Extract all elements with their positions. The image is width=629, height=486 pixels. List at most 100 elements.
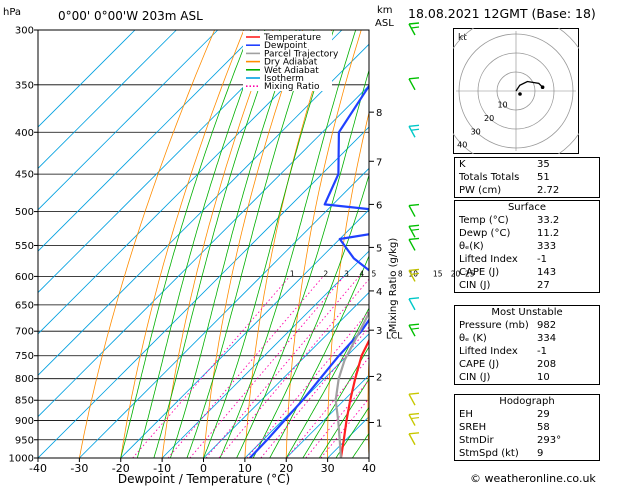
mixing-ratio-line <box>246 310 369 458</box>
most_unstable-row: Lifted Index -1 <box>455 345 600 358</box>
most-unstable-table: Most Unstable Pressure (mb) 982 θₑ (K) 334 L… <box>454 305 600 385</box>
mixing-ratio-tick-label: 20 <box>451 269 461 278</box>
pressure-tick-label: 950 <box>15 435 34 446</box>
isotherm <box>38 30 260 252</box>
temperature-tick-label: 40 <box>362 462 376 475</box>
temperature-tick-label: -40 <box>29 462 47 475</box>
surface-row-label: CIN (J) <box>459 280 491 291</box>
hodo_table-row-label: StmSpd (kt) <box>459 448 519 459</box>
pressure-tick-label: 700 <box>15 327 34 338</box>
hodograph-ring-label: 30 <box>471 127 481 136</box>
hodograph-kt-label: kt <box>458 33 467 43</box>
temperature-tick-label: 10 <box>238 462 252 475</box>
most_unstable-row-label: CIN (J) <box>459 372 491 383</box>
hodo_table-row-label: SREH <box>459 422 487 433</box>
legend-entry-label: Dewpoint <box>264 41 307 51</box>
mixing-ratio-tick-label: 5 <box>371 269 376 278</box>
surface-row: CIN (J) 27 <box>455 279 600 293</box>
wet-adiabat <box>120 30 252 458</box>
surface-row-value: 27 <box>537 280 550 291</box>
legend-entry-label: Dry Adiabat <box>264 58 318 68</box>
hodograph-table: Hodograph EH 29 SREH 58 StmDir 293° StmSpd (kt… <box>454 394 600 461</box>
km-tick-label: 3 <box>376 326 382 337</box>
hodograph-ring-label: 40 <box>457 141 467 150</box>
profiles <box>249 84 369 458</box>
wet-adiabat <box>170 30 297 458</box>
most_unstable-row-value: 982 <box>537 320 557 331</box>
mixing-ratio-labels: 1 2 3 4 5 8 10 15 20 25 <box>290 269 475 278</box>
hodograph-title: Hodograph <box>454 394 600 408</box>
mixing-ratio-line <box>167 276 324 458</box>
storm-motion-marker <box>518 92 522 96</box>
temperature-tick-label: -30 <box>70 462 88 475</box>
most_unstable-row-label: θₑ (K) <box>459 333 487 344</box>
wet-adiabat <box>136 30 266 458</box>
mixing-ratio-line <box>132 276 291 458</box>
legend-entry-label: Isotherm <box>264 74 304 84</box>
axes: 3003504004505005506006507007508008509009… <box>9 26 403 476</box>
wind-barb <box>408 432 420 446</box>
surface-row-label: Dewp (°C) <box>459 228 511 239</box>
pressure-tick-label: 350 <box>15 80 34 91</box>
surface-title: Surface <box>454 200 600 214</box>
wind-barb <box>408 203 420 217</box>
surface-row-value: 11.2 <box>537 228 560 239</box>
surface-row-value: 33.2 <box>537 215 560 226</box>
mixing-ratio-tick-label: 8 <box>398 269 403 278</box>
mixing-ratio-tick-label: 25 <box>465 269 475 278</box>
k-label: K <box>459 159 466 170</box>
mixing-ratio-tick-label: 2 <box>323 269 328 278</box>
pressure-tick-label: 400 <box>15 128 34 139</box>
most_unstable-row-label: CAPE (J) <box>459 359 500 370</box>
header-datetime: 18.08.2021 12GMT (Base: 18) <box>408 6 596 21</box>
mixing-ratio-tick-label: 15 <box>433 269 443 278</box>
wet-adiabat <box>186 30 315 458</box>
pressure-tick-label: 450 <box>15 170 34 181</box>
most_unstable-row-value: 334 <box>537 333 557 344</box>
pressure-tick-label: 300 <box>15 26 34 37</box>
wet-adiabat <box>153 30 281 458</box>
mixing-ratio-line <box>218 278 369 458</box>
location-label: 0°00' 0°00'W 203m ASL <box>58 9 203 23</box>
pressure-tick-label: 500 <box>15 207 34 218</box>
hodo_table-row: SREH 58 <box>455 421 600 434</box>
wind-barb <box>408 412 420 426</box>
surface-table: Surface Temp (°C) 33.2 Dewp (°C) 11.2 θₑ(K) 3… <box>454 200 600 293</box>
isotherm <box>285 374 369 458</box>
temperature-tick-label: 0 <box>200 462 207 475</box>
isotherm <box>38 30 301 294</box>
pressure-tick-label: 750 <box>15 351 34 362</box>
most-unstable-title-row: Most Unstable <box>454 305 600 319</box>
surface-row-label: Temp (°C) <box>459 215 509 226</box>
series-line-parcel-trajectory <box>334 310 369 458</box>
mixing-ratio-tick-label: 4 <box>359 269 364 278</box>
hodo_table-row-label: StmDir <box>459 435 494 446</box>
pressure-tick-label: 900 <box>15 416 34 427</box>
surface-row-value: -1 <box>537 254 547 265</box>
most_unstable-row: Pressure (mb) 982 <box>455 319 600 332</box>
hodo_table-row: StmDir 293° <box>455 434 600 447</box>
isotherm <box>38 30 219 211</box>
dry-adiabat <box>244 30 333 458</box>
isotherm <box>38 30 177 169</box>
k-value: 35 <box>537 159 550 170</box>
asl-label: ASL <box>375 18 394 29</box>
hodograph: kt 10 20 30 40 <box>439 14 593 168</box>
temperature-tick-label: 30 <box>321 462 335 475</box>
mixing-ratio-tick-label: 1 <box>290 269 295 278</box>
legend-entry-label: Temperature <box>263 33 321 43</box>
tt-row: Totals Totals 51 <box>455 171 600 184</box>
footer-copyright: © weatheronline.co.uk <box>470 472 596 485</box>
wet-adiabat <box>219 30 357 458</box>
temperature-tick-label: 20 <box>279 462 293 475</box>
surface-title-row: Surface <box>454 200 600 214</box>
wind-barb <box>408 77 420 91</box>
surface-row: θₑ(K) 333 <box>455 240 600 253</box>
hodo_table-row: StmSpd (kt) 9 <box>455 447 600 461</box>
km-tick-label: 6 <box>376 200 382 211</box>
pressure-tick-label: 550 <box>15 241 34 252</box>
isotherm <box>161 250 369 458</box>
wet-adiabat <box>285 307 369 458</box>
km-tick-label: 2 <box>376 372 382 383</box>
